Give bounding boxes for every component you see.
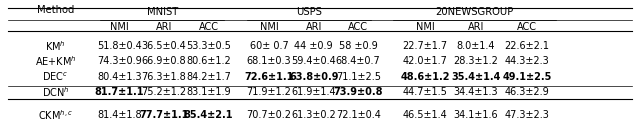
Text: 34.4±1.3: 34.4±1.3 (454, 87, 499, 97)
Text: MNIST: MNIST (147, 7, 178, 17)
Text: 53.3±0.5: 53.3±0.5 (186, 41, 231, 51)
Text: 81.4±1.8: 81.4±1.8 (97, 110, 141, 120)
Text: 73.9±0.8: 73.9±0.8 (333, 87, 383, 97)
Text: 22.6±2.1: 22.6±2.1 (504, 41, 550, 51)
Text: 61.3±0.2: 61.3±0.2 (291, 110, 336, 120)
Text: ARI: ARI (156, 22, 172, 32)
Text: KM$^h$: KM$^h$ (45, 39, 66, 53)
Text: 8.0±1.4: 8.0±1.4 (457, 41, 495, 51)
Text: DEC$^c$: DEC$^c$ (42, 70, 68, 83)
Text: 80.6±1.2: 80.6±1.2 (186, 56, 231, 66)
Text: NMI: NMI (416, 22, 435, 32)
Text: 63.8±0.9: 63.8±0.9 (289, 71, 339, 81)
Text: ACC: ACC (517, 22, 537, 32)
Text: NMI: NMI (110, 22, 129, 32)
Text: 51.8±0.4: 51.8±0.4 (97, 41, 141, 51)
Text: 44 ±0.9: 44 ±0.9 (294, 41, 333, 51)
Text: 84.2±1.7: 84.2±1.7 (186, 71, 231, 81)
Text: 71.1±2.5: 71.1±2.5 (336, 71, 381, 81)
Text: 68.1±0.3: 68.1±0.3 (246, 56, 291, 66)
Text: 61.9±1.4: 61.9±1.4 (291, 87, 336, 97)
Text: 68.4±0.7: 68.4±0.7 (336, 56, 381, 66)
Text: ACC: ACC (198, 22, 218, 32)
Text: 71.9±1.2: 71.9±1.2 (246, 87, 291, 97)
Text: 35.4±1.4: 35.4±1.4 (451, 71, 501, 81)
Text: 83.1±1.9: 83.1±1.9 (186, 87, 231, 97)
Text: 46.5±1.4: 46.5±1.4 (403, 110, 447, 120)
Text: 46.3±2.9: 46.3±2.9 (505, 87, 550, 97)
Text: 28.3±1.2: 28.3±1.2 (454, 56, 499, 66)
Text: 72.1±0.4: 72.1±0.4 (336, 110, 381, 120)
Text: ARI: ARI (468, 22, 484, 32)
Text: 22.7±1.7: 22.7±1.7 (403, 41, 448, 51)
Text: NMI: NMI (260, 22, 278, 32)
Text: 42.0±1.7: 42.0±1.7 (403, 56, 447, 66)
Text: 48.6±1.2: 48.6±1.2 (401, 71, 450, 81)
Text: 47.3±2.3: 47.3±2.3 (505, 110, 550, 120)
Text: CKM$^{h,c}$: CKM$^{h,c}$ (38, 108, 73, 122)
Text: 72.6±1.1: 72.6±1.1 (244, 71, 294, 81)
Text: 81.7±1.1: 81.7±1.1 (95, 87, 144, 97)
Text: 36.5±0.4: 36.5±0.4 (141, 41, 186, 51)
Text: ACC: ACC (348, 22, 368, 32)
Text: Method: Method (37, 5, 74, 15)
Text: 34.1±1.6: 34.1±1.6 (454, 110, 499, 120)
Text: 77.7±1.1: 77.7±1.1 (139, 110, 189, 120)
Text: 76.3±1.8: 76.3±1.8 (141, 71, 186, 81)
Text: 44.7±1.5: 44.7±1.5 (403, 87, 447, 97)
Text: 49.1±2.5: 49.1±2.5 (502, 71, 552, 81)
Text: 74.3±0.9: 74.3±0.9 (97, 56, 141, 66)
Text: USPS: USPS (296, 7, 322, 17)
Text: 20NEWSGROUP: 20NEWSGROUP (435, 7, 514, 17)
Text: 85.4±2.1: 85.4±2.1 (184, 110, 233, 120)
Text: ARI: ARI (305, 22, 322, 32)
Text: 66.9±0.8: 66.9±0.8 (141, 56, 186, 66)
Text: 59.4±0.4: 59.4±0.4 (291, 56, 336, 66)
Text: DCN$^h$: DCN$^h$ (42, 85, 69, 99)
Text: 60± 0.7: 60± 0.7 (250, 41, 289, 51)
Text: 44.3±2.3: 44.3±2.3 (505, 56, 550, 66)
Text: 80.4±1.3: 80.4±1.3 (97, 71, 141, 81)
Text: 75.2±1.2: 75.2±1.2 (141, 87, 186, 97)
Text: AE+KM$^h$: AE+KM$^h$ (35, 54, 76, 68)
Text: 70.7±0.2: 70.7±0.2 (246, 110, 292, 120)
Text: 58 ±0.9: 58 ±0.9 (339, 41, 378, 51)
